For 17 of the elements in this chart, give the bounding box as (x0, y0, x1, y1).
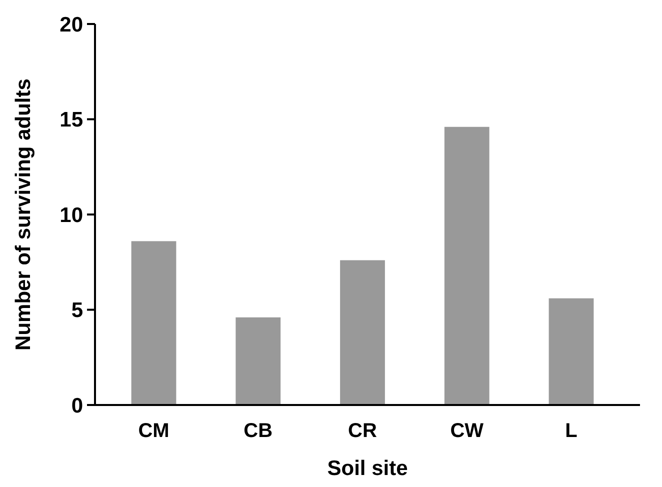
y-tick-label: 15 (60, 108, 84, 132)
bar (444, 126, 490, 405)
x-tick-label: CB (244, 420, 273, 442)
x-tick-label: CM (138, 420, 170, 442)
y-tick-label: 0 (71, 394, 83, 418)
bar (131, 241, 176, 405)
bar (236, 317, 281, 405)
bar (340, 260, 385, 405)
x-tick-label: L (565, 420, 578, 442)
y-tick-label: 5 (71, 299, 84, 322)
x-axis-title: Soil site (327, 457, 408, 480)
y-tick-label: 20 (60, 13, 83, 36)
y-axis-title: Number of surviving adults (12, 78, 35, 350)
y-tick-label: 10 (60, 204, 83, 227)
bar (548, 298, 594, 405)
x-tick-label: CW (450, 420, 484, 442)
x-tick-label: CR (348, 420, 378, 442)
